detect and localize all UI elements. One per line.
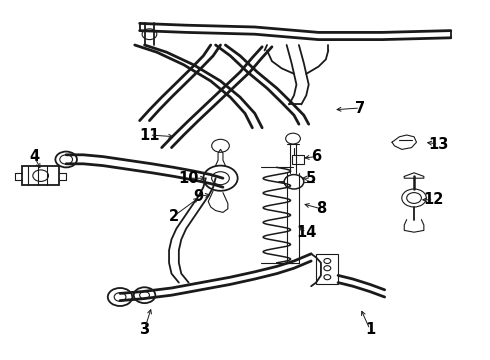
Text: 7: 7	[355, 100, 365, 116]
Text: 13: 13	[428, 136, 449, 152]
Text: 10: 10	[178, 171, 199, 186]
Text: 11: 11	[139, 127, 160, 143]
Text: 3: 3	[140, 322, 149, 337]
Text: 1: 1	[365, 322, 375, 337]
Bar	[292, 155, 304, 164]
Text: 14: 14	[296, 225, 317, 240]
Text: 4: 4	[29, 149, 39, 164]
Bar	[316, 254, 338, 284]
Text: 12: 12	[423, 192, 444, 207]
Bar	[22, 166, 59, 185]
Text: 8: 8	[316, 201, 326, 216]
Text: 6: 6	[311, 149, 321, 164]
Text: 2: 2	[169, 208, 179, 224]
Text: 9: 9	[194, 189, 203, 204]
Text: 5: 5	[306, 171, 316, 186]
